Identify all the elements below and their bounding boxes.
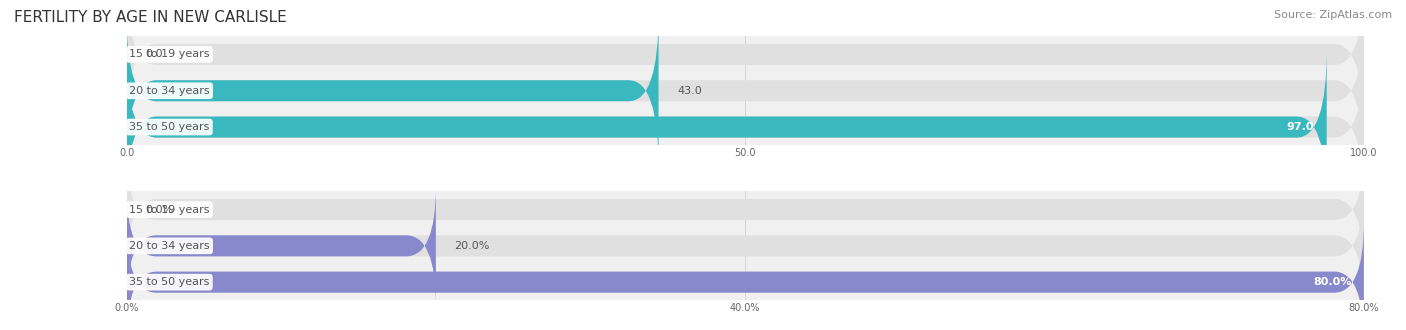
Text: 80.0%: 80.0% [1313, 277, 1351, 287]
Text: 20 to 34 years: 20 to 34 years [129, 86, 209, 96]
Text: 35 to 50 years: 35 to 50 years [129, 277, 209, 287]
Text: 97.0: 97.0 [1286, 122, 1315, 132]
Text: 20 to 34 years: 20 to 34 years [129, 241, 209, 251]
Text: 0.0: 0.0 [145, 50, 163, 59]
Text: 15 to 19 years: 15 to 19 years [129, 205, 209, 214]
FancyBboxPatch shape [127, 50, 1327, 204]
FancyBboxPatch shape [127, 222, 1364, 330]
Text: 0.0%: 0.0% [145, 205, 173, 214]
FancyBboxPatch shape [127, 0, 1364, 132]
FancyBboxPatch shape [127, 222, 1364, 330]
FancyBboxPatch shape [127, 50, 1364, 204]
Text: FERTILITY BY AGE IN NEW CARLISLE: FERTILITY BY AGE IN NEW CARLISLE [14, 10, 287, 25]
FancyBboxPatch shape [127, 14, 658, 168]
Text: 35 to 50 years: 35 to 50 years [129, 122, 209, 132]
Text: 15 to 19 years: 15 to 19 years [129, 50, 209, 59]
Text: 43.0: 43.0 [678, 86, 702, 96]
FancyBboxPatch shape [127, 186, 1364, 306]
Text: Source: ZipAtlas.com: Source: ZipAtlas.com [1274, 10, 1392, 20]
Text: 20.0%: 20.0% [454, 241, 489, 251]
FancyBboxPatch shape [127, 14, 1364, 168]
FancyBboxPatch shape [127, 150, 1364, 269]
FancyBboxPatch shape [127, 186, 436, 306]
